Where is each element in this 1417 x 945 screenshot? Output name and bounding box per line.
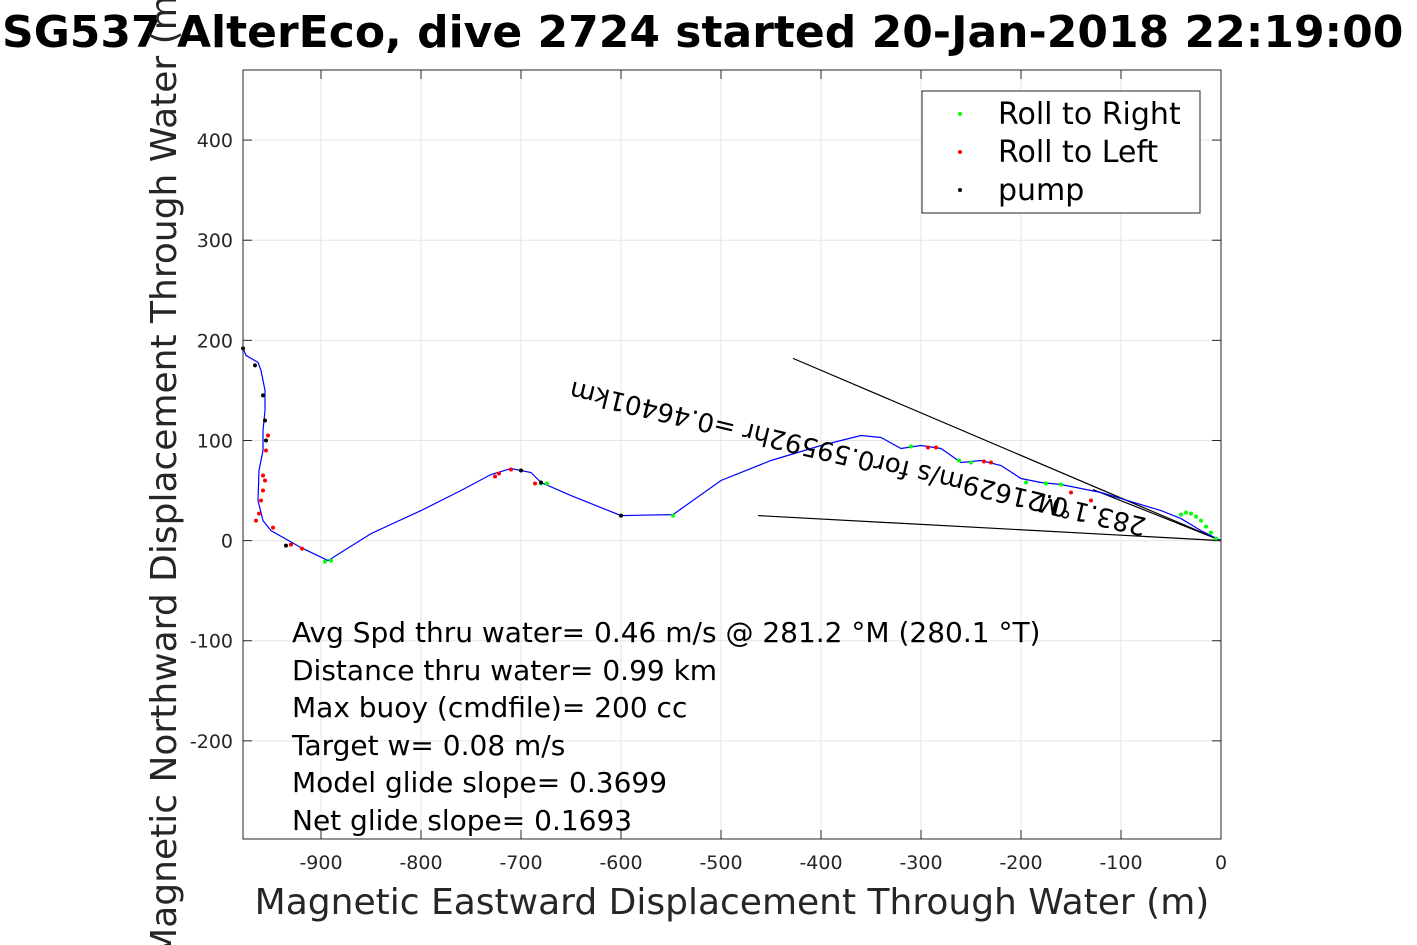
roll-left-point: [254, 518, 258, 523]
y-tick-label: -100: [190, 631, 233, 653]
roll-left-point: [934, 445, 938, 450]
pump-point: [263, 418, 267, 423]
roll-left-point: [497, 471, 501, 476]
y-axis-label: Magnetic Northward Displacement Through …: [144, 0, 185, 945]
roll-right-point: [1204, 524, 1208, 529]
x-tick-label: -500: [699, 852, 742, 874]
pump-point: [619, 513, 623, 518]
axis-ticks: -900 -800 -700 -600 -500 -400 -300 -200 -100 0 -20…: [190, 70, 1227, 874]
roll-left-point: [261, 473, 265, 478]
x-tick-label: -600: [599, 852, 642, 874]
roll-left-point: [493, 474, 497, 479]
roll-left-point: [300, 546, 304, 551]
roll-right-point: [1189, 511, 1193, 516]
roll-right-point: [671, 513, 675, 518]
chart-title: SG537 AlterEco, dive 2724 started 20-Jan…: [2, 7, 1403, 58]
pump-point: [284, 543, 288, 548]
track-line: [242, 348, 1222, 562]
x-axis-label: Magnetic Eastward Displacement Through W…: [255, 882, 1210, 923]
roll-left-point: [264, 448, 268, 453]
roll-left-point: [926, 445, 930, 450]
x-tick-label: -700: [499, 852, 542, 874]
roll-left-point: [982, 459, 986, 464]
x-tick-label: -300: [899, 852, 942, 874]
legend-label-roll-right: Roll to Right: [998, 97, 1181, 132]
x-tick-label: -100: [1099, 852, 1142, 874]
roll-right-point: [957, 458, 961, 463]
stat-max-buoy: Max buoy (cmdfile)= 200 cc: [292, 691, 687, 724]
roll-right-point: [1044, 481, 1048, 486]
current-vector-lines: [757, 357, 1222, 542]
current-line: [1092, 488, 1222, 542]
roll-right-point: [969, 460, 973, 465]
roll-right-point: [1194, 514, 1198, 519]
stat-avg-speed: Avg Spd thru water= 0.46 m/s @ 281.2 °M …: [292, 616, 1040, 649]
roll-left-point: [509, 467, 513, 472]
roll-right-point: [1024, 480, 1028, 485]
roll-right-point: [1214, 536, 1218, 541]
legend-marker-roll-right: [958, 112, 962, 116]
roll-and-pump-markers: [241, 346, 1218, 564]
pump-point: [264, 438, 268, 443]
roll-left-point: [289, 542, 293, 547]
legend: Roll to Right Roll to Left pump: [921, 90, 1201, 214]
x-tick-label: -900: [299, 852, 342, 874]
legend-marker-roll-left: [958, 150, 962, 154]
roll-left-point: [533, 481, 537, 486]
stat-distance: Distance thru water= 0.99 km: [292, 654, 717, 687]
y-tick-label: 400: [197, 130, 233, 152]
roll-right-point: [329, 558, 333, 563]
roll-left-point: [257, 511, 261, 516]
roll-left-point: [259, 498, 263, 503]
roll-left-point: [261, 488, 265, 493]
roll-right-point: [545, 481, 549, 486]
current-line: [792, 357, 1222, 542]
roll-right-point: [323, 559, 327, 564]
roll-right-point: [1059, 482, 1063, 487]
roll-left-point: [1069, 490, 1073, 495]
pump-point: [519, 468, 523, 473]
y-tick-label: -200: [190, 731, 233, 753]
y-tick-label: 0: [221, 531, 233, 553]
pump-point: [539, 480, 543, 485]
x-tick-label: -200: [999, 852, 1042, 874]
stats-annotation: Avg Spd thru water= 0.46 m/s @ 281.2 °M …: [291, 616, 1040, 837]
pump-point: [253, 363, 257, 368]
stat-target-w: Target w= 0.08 m/s: [291, 729, 565, 762]
y-tick-label: 100: [197, 430, 233, 452]
plot-frame: [242, 69, 1222, 840]
roll-right-point: [1184, 510, 1188, 515]
roll-left-point: [1089, 498, 1093, 503]
stat-model-glide-slope: Model glide slope= 0.3699: [292, 766, 667, 799]
legend-label-roll-left: Roll to Left: [998, 135, 1158, 170]
legend-marker-pump: [958, 188, 962, 192]
roll-right-point: [1199, 518, 1203, 523]
dive-track: [242, 348, 1222, 562]
y-tick-label: 200: [197, 330, 233, 352]
y-tick-label: 300: [197, 230, 233, 252]
pump-point: [261, 393, 265, 398]
roll-right-point: [909, 444, 913, 449]
x-tick-label: -400: [799, 852, 842, 874]
stat-net-glide-slope: Net glide slope= 0.1693: [292, 804, 632, 837]
x-tick-label: 0: [1215, 852, 1227, 874]
roll-left-point: [266, 433, 270, 438]
legend-label-pump: pump: [998, 173, 1084, 208]
roll-right-point: [1179, 512, 1183, 517]
x-tick-label: -800: [399, 852, 442, 874]
legend-box: [921, 90, 1201, 214]
current-line: [757, 514, 1222, 542]
roll-left-point: [263, 478, 267, 483]
roll-left-point: [271, 525, 275, 530]
roll-left-point: [989, 460, 993, 465]
roll-right-point: [1209, 530, 1213, 535]
